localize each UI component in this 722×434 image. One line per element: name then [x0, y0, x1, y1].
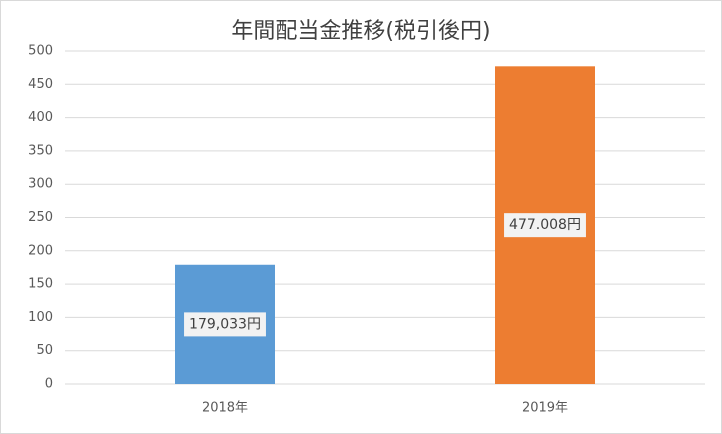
y-tick-label: 150 [28, 277, 53, 292]
chart-title: 年間配当金推移(税引後円) [231, 19, 490, 44]
x-tick-label: 2019年 [522, 401, 568, 416]
value-label-bg [184, 312, 266, 337]
y-tick-label: 350 [28, 143, 53, 158]
y-tick-label: 0 [45, 377, 53, 392]
x-tick-label: 2018年 [202, 401, 248, 416]
y-tick-label: 50 [36, 343, 53, 358]
y-tick-label: 100 [28, 310, 53, 325]
y-tick-label: 300 [28, 177, 53, 192]
y-tick-label: 400 [28, 110, 53, 125]
y-tick-label: 200 [28, 243, 53, 258]
value-label: 179,033円 [189, 316, 261, 332]
y-tick-label: 450 [28, 77, 53, 92]
value-label-bg [504, 213, 586, 238]
value-label: 477.008円 [509, 217, 581, 233]
y-tick-label: 250 [28, 210, 53, 225]
y-tick-label: 500 [28, 44, 53, 59]
